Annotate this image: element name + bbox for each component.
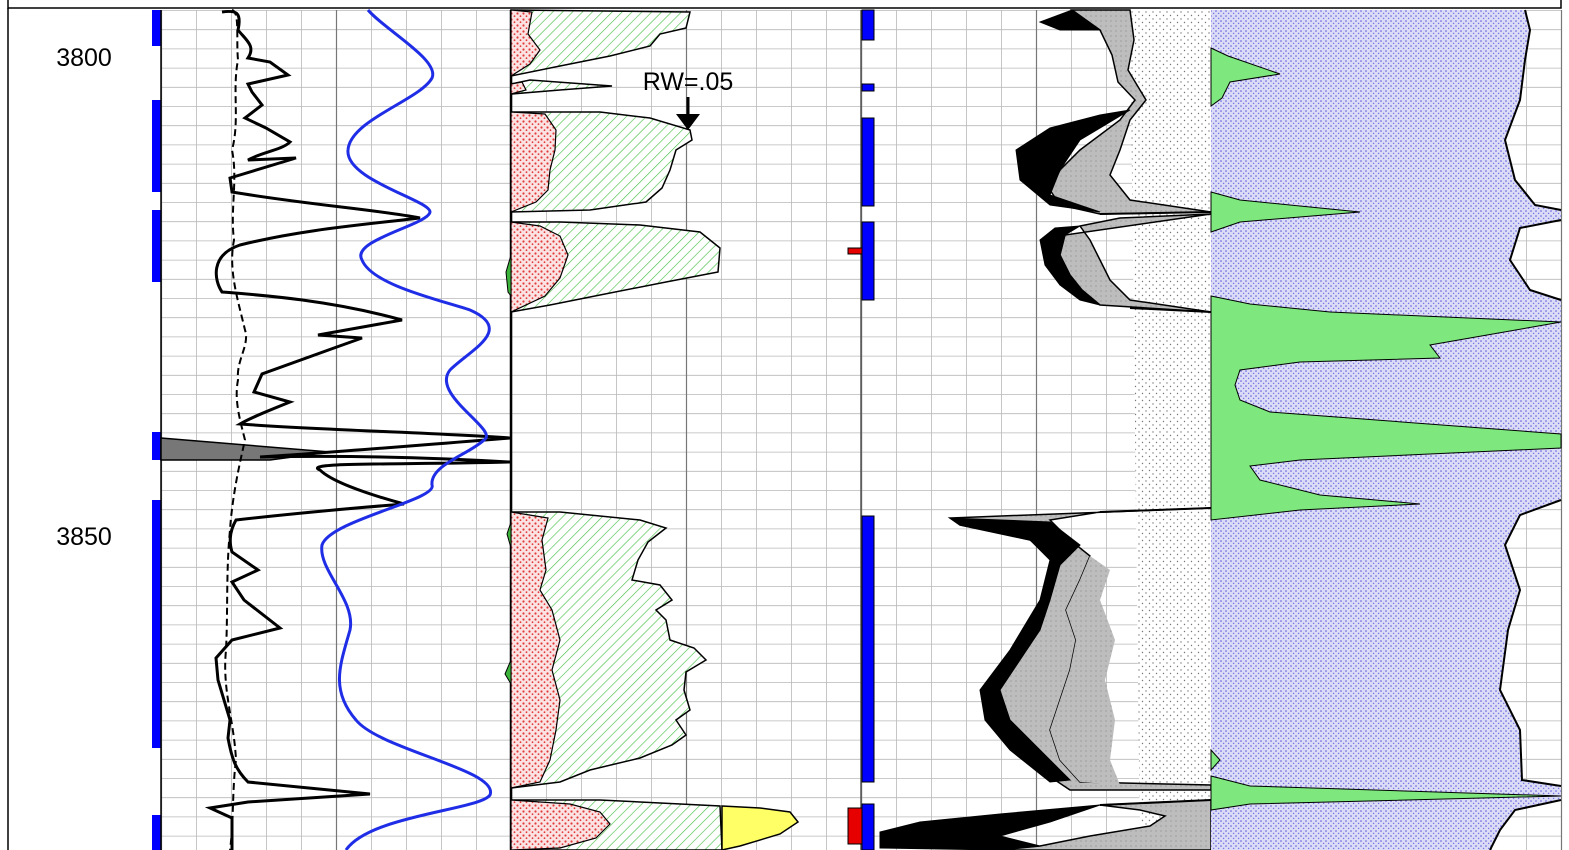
clay-volume-fill (1050, 556, 1120, 785)
water-boundary (1489, 9, 1562, 850)
bvw-fill (510, 111, 557, 213)
bvw-fill (510, 9, 541, 78)
green-sliver (505, 254, 512, 298)
gamma-ray-curve (204, 9, 511, 850)
green-spike (1210, 191, 1361, 233)
matrix-fill (1130, 10, 1211, 850)
flag-column (847, 9, 875, 850)
porosity-fill (510, 79, 613, 95)
green-sliver (506, 521, 512, 549)
porosity-fill (510, 511, 708, 789)
bvw-fill (510, 81, 527, 95)
bvw-fill (510, 221, 569, 313)
flag-bar (152, 500, 161, 748)
bvw-fill (510, 511, 561, 789)
clay-volume-fill (999, 799, 1212, 850)
flag-bar-red (847, 807, 863, 845)
black-fill (948, 517, 1081, 783)
flag-bar (861, 803, 875, 850)
black-fill (1039, 225, 1101, 306)
green-spike (1210, 47, 1281, 107)
track-1 (152, 9, 511, 850)
hydrocarbon-fill (721, 805, 800, 850)
depth-label: 3800 (56, 44, 112, 72)
flag-bar (861, 83, 875, 92)
porosity-fill (510, 9, 691, 77)
black-fill (879, 804, 1101, 850)
flag-bar (152, 100, 161, 192)
flag-bar (152, 210, 161, 282)
flag-bar (861, 9, 875, 41)
flag-bar (152, 432, 161, 460)
green-spike (1210, 295, 1562, 521)
flag-bar (861, 515, 875, 783)
track-2: RW=.05 (504, 9, 800, 850)
flag-bar (152, 815, 161, 850)
green-sliver (504, 659, 512, 686)
flag-bar-red (847, 247, 863, 255)
black-fill (1015, 9, 1131, 213)
blue-curve (320, 9, 492, 850)
top-frame (7, 0, 1562, 9)
boundary-curve (1099, 211, 1212, 806)
annotation-text: RW=.05 (643, 68, 734, 96)
track-3 (879, 9, 1212, 850)
caliper-curve (224, 9, 248, 850)
green-spike (1210, 748, 1221, 772)
annotation-arrowhead (676, 114, 700, 130)
track-4 (1210, 9, 1562, 850)
depth-label: 3850 (56, 523, 112, 551)
flag-bar (861, 117, 875, 207)
flag-bar (861, 221, 875, 301)
green-spike (1210, 775, 1562, 811)
flag-bar (152, 10, 161, 46)
